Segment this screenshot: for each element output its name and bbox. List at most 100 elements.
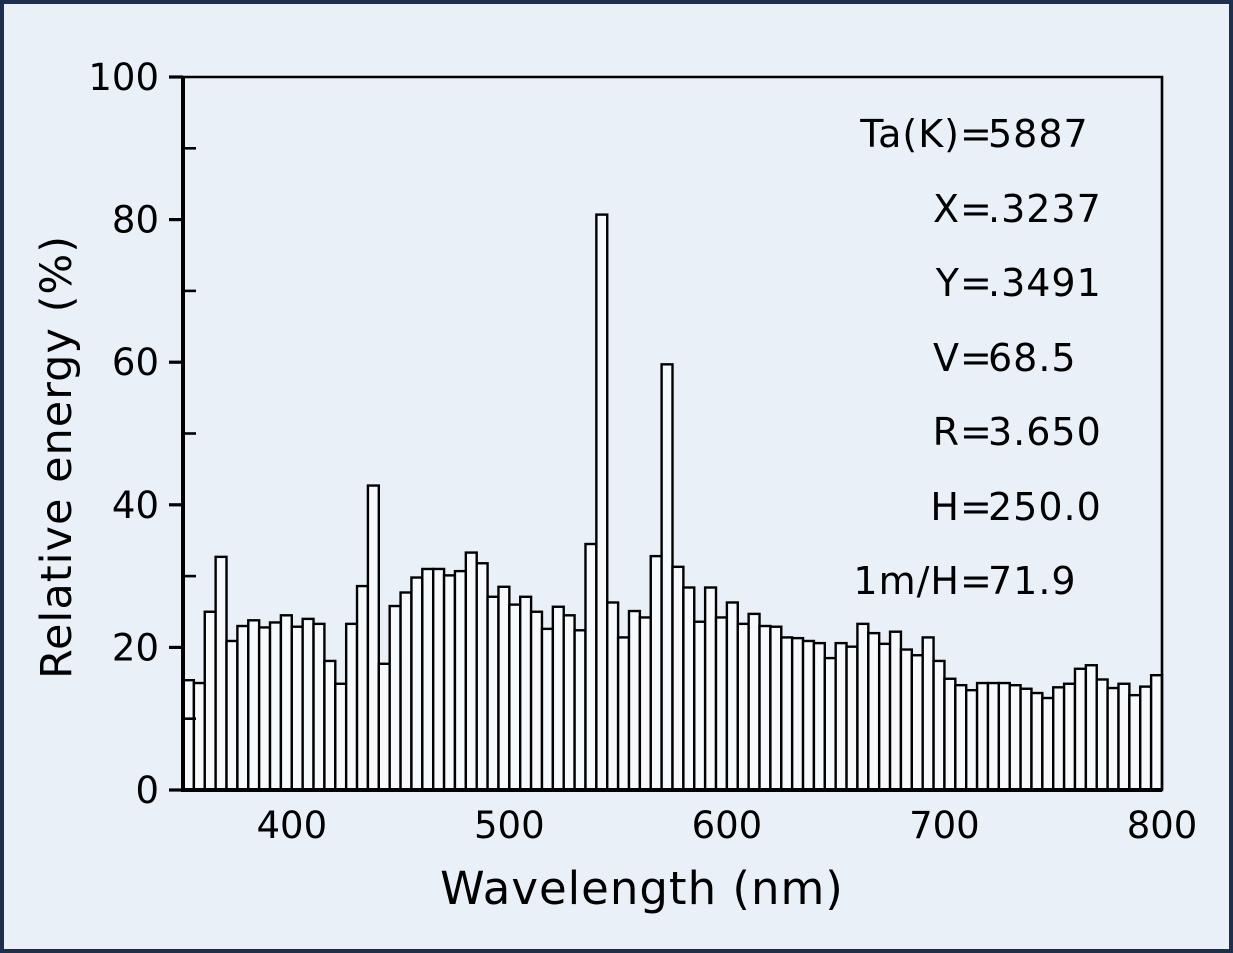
annotation-label: Ta(K) <box>860 112 960 157</box>
bar <box>660 363 674 792</box>
equals-sign: = <box>960 261 993 306</box>
bar <box>1149 674 1164 792</box>
bar <box>529 610 544 792</box>
bar <box>344 622 359 792</box>
bar <box>1106 686 1120 792</box>
plot-frame <box>183 75 1164 790</box>
bar <box>1019 687 1033 792</box>
annotation-value: 71.9 <box>988 559 1077 604</box>
bar <box>747 612 761 792</box>
bar <box>932 659 946 792</box>
bar <box>867 631 881 792</box>
x-axis-title: Wavelength (nm) <box>440 862 844 915</box>
bar <box>377 662 391 792</box>
bar <box>1052 686 1066 792</box>
x-tick-label: 400 <box>256 804 327 847</box>
bar <box>442 574 457 792</box>
bar <box>334 682 348 792</box>
bar <box>649 554 663 792</box>
bar <box>464 551 478 792</box>
bar <box>301 617 315 792</box>
annotation-line: R = 3.650 <box>808 395 1102 470</box>
bar <box>714 616 729 792</box>
y-tick-label: 80 <box>112 199 159 242</box>
bar <box>627 609 642 792</box>
x-tick-label: 700 <box>909 804 980 847</box>
bar <box>921 636 935 792</box>
bar <box>595 213 609 792</box>
x-tick-label: 500 <box>474 804 545 847</box>
bar <box>1073 667 1088 792</box>
annotation-line: H = 250.0 <box>808 470 1102 545</box>
bar <box>497 585 511 792</box>
bar <box>975 681 990 792</box>
bar <box>486 595 500 792</box>
bar <box>573 629 587 792</box>
annotation-label: H <box>930 484 960 529</box>
bar <box>290 625 304 792</box>
equals-sign: = <box>960 186 993 231</box>
bar <box>1062 682 1077 792</box>
annotation-value: 250.0 <box>988 484 1102 529</box>
annotation-label: Y <box>935 261 960 306</box>
annotation-label: V <box>933 335 960 380</box>
annotation-value: 5887 <box>988 112 1089 157</box>
bar <box>584 542 598 792</box>
bar <box>823 656 837 792</box>
bar <box>236 624 250 792</box>
bar <box>366 484 381 792</box>
annotation-label: 1m/H <box>853 559 960 604</box>
bar <box>856 622 870 792</box>
y-tick-label: 60 <box>112 341 159 384</box>
annotation-line: V = 68.5 <box>808 321 1102 396</box>
bar <box>1030 691 1044 792</box>
annotation-value: .3237 <box>988 186 1102 231</box>
equals-sign: = <box>960 335 993 380</box>
annotation-line: 1m/H = 71.9 <box>808 544 1102 619</box>
bar <box>1041 696 1055 792</box>
y-tick-label: 0 <box>135 769 159 812</box>
bar <box>388 604 402 792</box>
bar <box>192 681 206 792</box>
bar <box>834 641 848 792</box>
bar <box>519 595 533 792</box>
bar <box>399 591 413 792</box>
bar <box>421 567 435 792</box>
y-axis-title: Relative energy (%) <box>32 235 82 679</box>
bar <box>986 681 1001 792</box>
bar <box>845 645 859 792</box>
bar <box>671 565 685 792</box>
bar <box>801 639 816 792</box>
bar <box>910 654 924 792</box>
bar <box>203 610 217 792</box>
bar <box>1008 683 1022 792</box>
equals-sign: = <box>960 410 993 455</box>
bar <box>877 642 892 792</box>
bar <box>725 601 739 792</box>
bar <box>1117 682 1131 792</box>
annotation-value: 68.5 <box>988 335 1077 380</box>
annotation-line: Ta(K) = 5887 <box>808 97 1102 172</box>
bar <box>279 614 293 792</box>
bar <box>323 659 337 792</box>
annotation-value: .3491 <box>988 261 1102 306</box>
bar <box>247 619 261 792</box>
x-tick-label: 800 <box>1127 804 1198 847</box>
bar <box>888 630 903 792</box>
annotation-value: 3.650 <box>988 410 1102 455</box>
annotation-line: X = .3237 <box>808 172 1102 247</box>
bar <box>312 622 326 792</box>
y-tick-label: 40 <box>112 484 159 527</box>
x-tick-label: 600 <box>692 804 763 847</box>
bar <box>1084 664 1098 792</box>
bar <box>682 586 696 792</box>
bar <box>899 648 914 792</box>
bar <box>736 622 750 792</box>
y-tick-label: 100 <box>88 56 159 99</box>
bar <box>965 688 979 792</box>
axes <box>181 77 1162 792</box>
bar <box>812 641 826 792</box>
bar <box>562 614 576 792</box>
bar <box>638 616 652 792</box>
